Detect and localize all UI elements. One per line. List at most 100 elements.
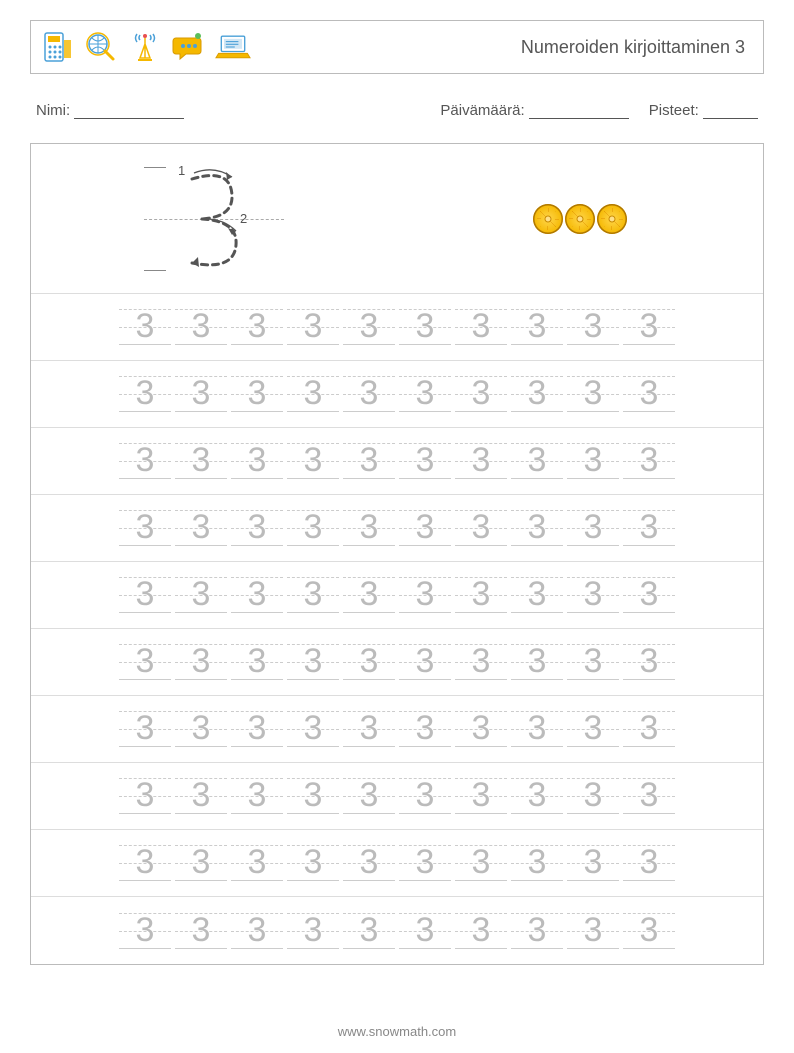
trace-cell[interactable]: 3 <box>229 841 285 885</box>
trace-cell[interactable]: 3 <box>397 372 453 416</box>
trace-cell[interactable]: 3 <box>453 372 509 416</box>
trace-cell[interactable]: 3 <box>397 909 453 953</box>
trace-cell[interactable]: 3 <box>341 640 397 684</box>
trace-cell[interactable]: 3 <box>229 305 285 349</box>
trace-cell[interactable]: 3 <box>509 909 565 953</box>
trace-cell[interactable]: 3 <box>117 640 173 684</box>
trace-cell[interactable]: 3 <box>453 439 509 483</box>
trace-cell[interactable]: 3 <box>173 774 229 818</box>
trace-cell[interactable]: 3 <box>397 774 453 818</box>
trace-cell[interactable]: 3 <box>285 372 341 416</box>
trace-cell[interactable]: 3 <box>453 707 509 751</box>
trace-cell[interactable]: 3 <box>173 707 229 751</box>
trace-cell[interactable]: 3 <box>509 841 565 885</box>
trace-cell[interactable]: 3 <box>341 506 397 550</box>
date-blank[interactable] <box>529 118 629 119</box>
trace-cell[interactable]: 3 <box>397 841 453 885</box>
trace-cell[interactable]: 3 <box>565 909 621 953</box>
trace-cell[interactable]: 3 <box>173 573 229 617</box>
trace-cell[interactable]: 3 <box>621 774 677 818</box>
trace-cell[interactable]: 3 <box>285 573 341 617</box>
trace-cell[interactable]: 3 <box>621 372 677 416</box>
trace-cell[interactable]: 3 <box>117 372 173 416</box>
trace-cell[interactable]: 3 <box>173 640 229 684</box>
trace-cell[interactable]: 3 <box>509 439 565 483</box>
trace-cell[interactable]: 3 <box>565 573 621 617</box>
trace-cell[interactable]: 3 <box>229 774 285 818</box>
trace-cell[interactable]: 3 <box>621 506 677 550</box>
trace-cell[interactable]: 3 <box>285 439 341 483</box>
trace-cell[interactable]: 3 <box>453 573 509 617</box>
trace-cell[interactable]: 3 <box>117 506 173 550</box>
trace-cell[interactable]: 3 <box>285 305 341 349</box>
trace-cell[interactable]: 3 <box>229 372 285 416</box>
name-blank[interactable] <box>74 118 184 119</box>
trace-cell[interactable]: 3 <box>117 439 173 483</box>
trace-cell[interactable]: 3 <box>173 841 229 885</box>
trace-cell[interactable]: 3 <box>565 372 621 416</box>
trace-cell[interactable]: 3 <box>341 372 397 416</box>
trace-cell[interactable]: 3 <box>117 841 173 885</box>
trace-cell[interactable]: 3 <box>397 640 453 684</box>
trace-cell[interactable]: 3 <box>621 841 677 885</box>
trace-cell[interactable]: 3 <box>229 640 285 684</box>
trace-cell[interactable]: 3 <box>173 372 229 416</box>
trace-cell[interactable]: 3 <box>285 774 341 818</box>
trace-cell[interactable]: 3 <box>229 573 285 617</box>
trace-cell[interactable]: 3 <box>565 774 621 818</box>
trace-cell[interactable]: 3 <box>117 305 173 349</box>
trace-cell[interactable]: 3 <box>341 439 397 483</box>
trace-cell[interactable]: 3 <box>565 439 621 483</box>
trace-cell[interactable]: 3 <box>565 506 621 550</box>
trace-cell[interactable]: 3 <box>621 707 677 751</box>
trace-cell[interactable]: 3 <box>397 305 453 349</box>
trace-cell[interactable]: 3 <box>341 707 397 751</box>
trace-cell[interactable]: 3 <box>509 506 565 550</box>
score-blank[interactable] <box>703 118 758 119</box>
trace-cell[interactable]: 3 <box>453 909 509 953</box>
trace-cell[interactable]: 3 <box>621 909 677 953</box>
trace-cell[interactable]: 3 <box>285 506 341 550</box>
trace-cell[interactable]: 3 <box>397 439 453 483</box>
trace-cell[interactable]: 3 <box>509 707 565 751</box>
trace-cell[interactable]: 3 <box>397 707 453 751</box>
trace-cell[interactable]: 3 <box>397 573 453 617</box>
trace-cell[interactable]: 3 <box>621 640 677 684</box>
trace-cell[interactable]: 3 <box>229 439 285 483</box>
trace-cell[interactable]: 3 <box>453 841 509 885</box>
trace-cell[interactable]: 3 <box>397 506 453 550</box>
trace-cell[interactable]: 3 <box>453 774 509 818</box>
trace-cell[interactable]: 3 <box>285 707 341 751</box>
trace-cell[interactable]: 3 <box>285 841 341 885</box>
trace-cell[interactable]: 3 <box>229 707 285 751</box>
trace-cell[interactable]: 3 <box>509 372 565 416</box>
trace-cell[interactable]: 3 <box>509 774 565 818</box>
trace-cell[interactable]: 3 <box>341 774 397 818</box>
trace-cell[interactable]: 3 <box>453 506 509 550</box>
trace-cell[interactable]: 3 <box>285 640 341 684</box>
trace-cell[interactable]: 3 <box>509 305 565 349</box>
trace-cell[interactable]: 3 <box>173 439 229 483</box>
trace-cell[interactable]: 3 <box>565 841 621 885</box>
trace-cell[interactable]: 3 <box>565 707 621 751</box>
trace-cell[interactable]: 3 <box>341 305 397 349</box>
trace-cell[interactable]: 3 <box>341 909 397 953</box>
trace-cell[interactable]: 3 <box>285 909 341 953</box>
trace-cell[interactable]: 3 <box>565 305 621 349</box>
trace-cell[interactable]: 3 <box>565 640 621 684</box>
trace-cell[interactable]: 3 <box>341 573 397 617</box>
trace-cell[interactable]: 3 <box>173 909 229 953</box>
trace-cell[interactable]: 3 <box>229 506 285 550</box>
trace-cell[interactable]: 3 <box>117 573 173 617</box>
trace-cell[interactable]: 3 <box>453 305 509 349</box>
trace-cell[interactable]: 3 <box>117 774 173 818</box>
trace-cell[interactable]: 3 <box>621 573 677 617</box>
trace-cell[interactable]: 3 <box>173 506 229 550</box>
trace-cell[interactable]: 3 <box>621 439 677 483</box>
trace-cell[interactable]: 3 <box>509 640 565 684</box>
trace-cell[interactable]: 3 <box>173 305 229 349</box>
trace-cell[interactable]: 3 <box>509 573 565 617</box>
trace-cell[interactable]: 3 <box>621 305 677 349</box>
trace-cell[interactable]: 3 <box>117 707 173 751</box>
trace-cell[interactable]: 3 <box>341 841 397 885</box>
